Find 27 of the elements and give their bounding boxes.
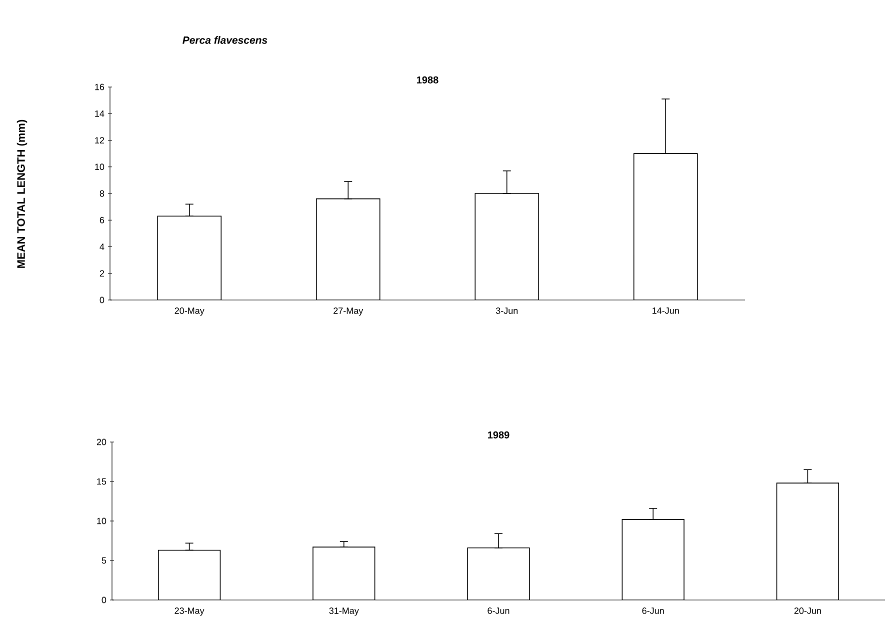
x-tick-label: 20-May — [174, 308, 204, 316]
y-tick-label: 10 — [95, 164, 104, 170]
y-tick-label: 6 — [100, 216, 104, 224]
y-tick-label: 15 — [97, 478, 106, 485]
y-axis-title: MEAN TOTAL LENGTH (mm) — [16, 120, 28, 268]
y-tick-label: 5 — [102, 557, 106, 564]
x-tick-label: 3-Jun — [496, 308, 518, 314]
y-tick-label: 20 — [96, 438, 106, 446]
x-tick-label: 20-Jun — [794, 608, 821, 614]
y-tick-label: 16 — [95, 84, 104, 90]
x-tick-label: 27-May — [334, 308, 364, 316]
y-tick-label: 0 — [100, 296, 104, 304]
y-tick-label: 14 — [95, 110, 104, 117]
chart-subtitle: 1988 — [417, 76, 438, 84]
chart-subtitle: 1989 — [488, 431, 510, 438]
y-tick-label: 10 — [97, 518, 106, 524]
chart-title: Perca flavescens — [182, 36, 268, 44]
y-tick-label: 8 — [100, 190, 104, 197]
x-tick-label: 6-Jun — [642, 608, 664, 614]
y-tick-label: 4 — [100, 244, 104, 250]
x-tick-label: 6-Jun — [488, 608, 510, 614]
y-tick-label: 12 — [95, 137, 104, 144]
x-tick-label: 23-May — [174, 608, 204, 616]
y-tick-label: 0 — [102, 596, 106, 604]
x-tick-label: 14-Jun — [652, 308, 679, 314]
y-tick-label: 2 — [100, 270, 104, 277]
x-tick-label: 31-May — [329, 608, 359, 616]
